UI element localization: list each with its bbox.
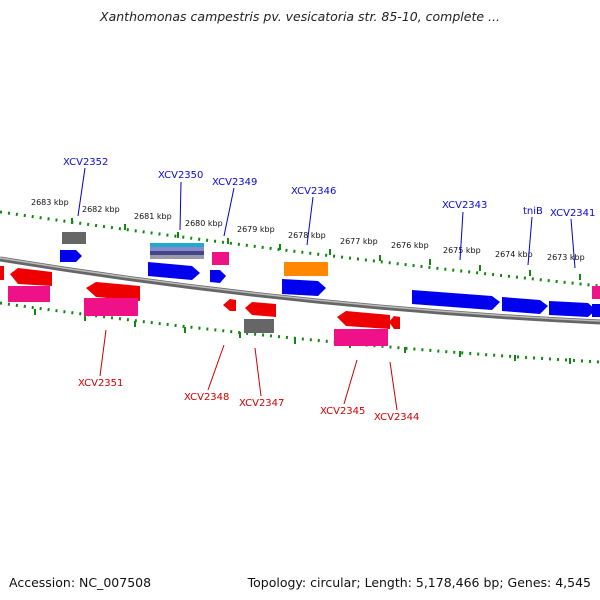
gene-feature[interactable] — [334, 329, 388, 346]
gene-feature[interactable] — [412, 290, 500, 310]
gene-label-xcv2349[interactable]: XCV2349 — [212, 177, 257, 188]
map-title: Xanthomonas campestris pv. vesicatoria s… — [100, 9, 500, 24]
ruler-label: 2680 kbp — [185, 219, 223, 228]
ruler-label: 2674 kbp — [495, 250, 533, 259]
gene-label-xcv2344[interactable]: XCV2344 — [374, 412, 419, 423]
gene-feature[interactable] — [549, 301, 596, 317]
ruler-label: 2681 kbp — [134, 212, 172, 221]
gene-feature[interactable] — [0, 266, 4, 280]
gene-feature[interactable] — [62, 232, 86, 244]
reverse-features — [0, 266, 400, 346]
ruler-label: 2677 kbp — [340, 237, 378, 246]
gene-feature[interactable] — [389, 316, 400, 329]
gene-feature[interactable] — [244, 319, 274, 333]
forward-ruler-track — [0, 210, 600, 288]
forward-ruler-ticks — [71, 218, 581, 280]
gene-feature[interactable] — [592, 286, 600, 299]
ruler-label: 2682 kbp — [82, 205, 120, 214]
ruler-label: 2675 kbp — [443, 246, 481, 255]
gene-feature[interactable] — [148, 262, 200, 280]
gene-feature[interactable] — [245, 302, 276, 317]
gene-feature[interactable] — [337, 311, 390, 329]
ruler-label: 2673 kbp — [547, 253, 585, 262]
gene-label-xcv2347[interactable]: XCV2347 — [239, 398, 284, 409]
gene-label-xcv2348[interactable]: XCV2348 — [184, 392, 229, 403]
gene-feature[interactable] — [8, 286, 50, 302]
genome-summary-text: Topology: circular; Length: 5,178,466 bp… — [247, 575, 591, 590]
gene-feature[interactable] — [60, 250, 82, 262]
gene-feature[interactable] — [150, 255, 204, 259]
gene-label-xcv2351[interactable]: XCV2351 — [78, 378, 123, 389]
gene-feature[interactable] — [150, 247, 204, 251]
accession-text: Accession: NC_007508 — [9, 575, 152, 590]
gene-label-xcv2350[interactable]: XCV2350 — [158, 170, 203, 181]
gene-feature[interactable] — [150, 243, 204, 247]
gene-feature[interactable] — [502, 297, 548, 314]
gene-feature[interactable] — [212, 252, 229, 265]
gene-feature[interactable] — [10, 268, 52, 286]
reverse-leader-lines — [99, 329, 398, 411]
ruler-label: 2678 kbp — [288, 231, 326, 240]
genome-backbone-highlight — [0, 257, 600, 322]
gene-label-xcv2341[interactable]: XCV2341 — [550, 208, 595, 219]
gene-label-xcv2345[interactable]: XCV2345 — [320, 406, 365, 417]
gene-label-xcv2343[interactable]: XCV2343 — [442, 200, 487, 211]
gene-feature[interactable] — [592, 304, 600, 317]
forward-features — [60, 232, 600, 317]
gene-label-tnib[interactable]: tniB — [523, 206, 543, 217]
gene-feature[interactable] — [284, 262, 328, 276]
genome-backbone — [0, 256, 600, 325]
ruler-label: 2679 kbp — [237, 225, 275, 234]
gene-feature[interactable] — [282, 279, 326, 296]
ruler-label: 2683 kbp — [31, 198, 69, 207]
gene-label-xcv2352[interactable]: XCV2352 — [63, 157, 108, 168]
gene-feature[interactable] — [84, 298, 138, 316]
gene-feature[interactable] — [223, 299, 236, 311]
gene-label-xcv2346[interactable]: XCV2346 — [291, 186, 336, 197]
ruler-label: 2676 kbp — [391, 241, 429, 250]
gene-feature[interactable] — [210, 270, 226, 283]
forward-leader-lines — [77, 167, 576, 269]
gene-feature[interactable] — [150, 251, 204, 255]
gene-feature[interactable] — [86, 282, 140, 301]
